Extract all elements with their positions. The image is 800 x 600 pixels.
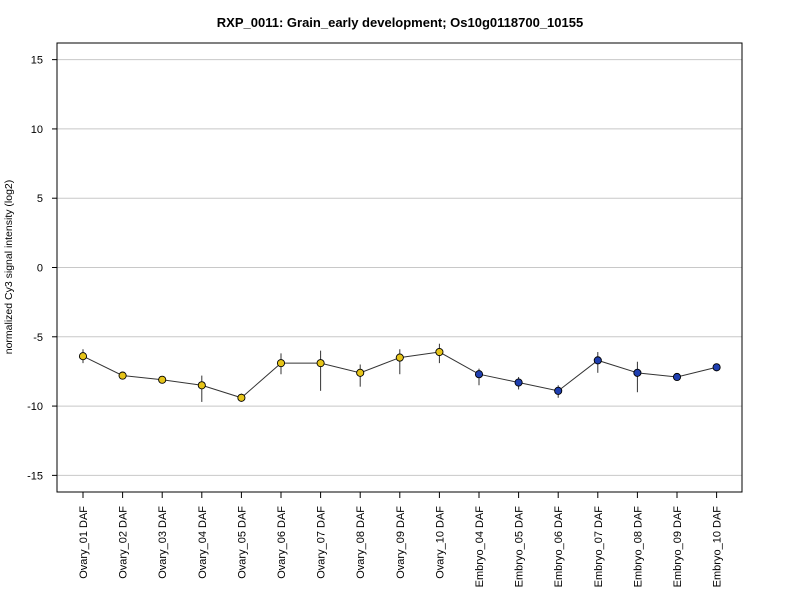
data-point [276, 359, 286, 368]
x-tick-label: Embryo_06 DAF [553, 506, 565, 588]
y-axis: 15 10 5 0 -5 -10 -15 [27, 55, 57, 482]
data-point [78, 352, 88, 361]
x-tick-label: Ovary_03 DAF [157, 506, 169, 579]
x-tick-label: Ovary_07 DAF [316, 506, 328, 579]
x-tick-label: Embryo_10 DAF [712, 506, 724, 588]
grid-lines [57, 59, 742, 476]
y-tick-label: -5 [33, 332, 43, 344]
data-point [514, 378, 523, 387]
data-point [593, 356, 602, 365]
data-point [118, 371, 127, 380]
chart-title: RXP_0011: Grain_early development; Os10g… [217, 15, 583, 30]
data-point [316, 359, 325, 368]
x-tick-label: Embryo_07 DAF [593, 506, 605, 588]
y-tick-label: -10 [27, 401, 43, 413]
x-tick-label: Ovary_09 DAF [395, 506, 407, 579]
y-axis-label: normalized Cy3 signal intensity (log2) [3, 180, 15, 355]
data-point [633, 368, 642, 377]
data-point [554, 386, 563, 395]
y-tick-label: 0 [37, 263, 43, 275]
x-tick-label: Ovary_08 DAF [355, 506, 367, 579]
data-point [356, 368, 365, 377]
x-tick-label: Embryo_08 DAF [632, 506, 644, 588]
x-axis: Ovary_01 DAF Ovary_02 DAF Ovary_03 DAF Ovar… [78, 492, 724, 587]
x-tick-label: Ovary_01 DAF [78, 506, 90, 579]
data-point [237, 393, 246, 402]
y-tick-label: 5 [37, 193, 43, 205]
data-point [158, 375, 167, 384]
y-tick-label: 10 [31, 124, 43, 136]
x-tick-label: Ovary_02 DAF [118, 506, 130, 579]
data-point [672, 372, 682, 382]
x-tick-label: Ovary_10 DAF [434, 506, 446, 579]
data-point [712, 363, 721, 372]
x-tick-label: Embryo_04 DAF [474, 506, 486, 588]
x-tick-label: Ovary_06 DAF [276, 506, 288, 579]
data-points [78, 347, 721, 402]
y-tick-label: -15 [27, 470, 43, 482]
error-bars [82, 343, 718, 402]
data-point [474, 370, 484, 379]
x-tick-label: Ovary_04 DAF [197, 506, 209, 579]
x-tick-label: Embryo_09 DAF [672, 506, 684, 588]
data-point [435, 347, 444, 357]
data-point [197, 381, 206, 390]
x-tick-label: Ovary_05 DAF [236, 506, 248, 579]
x-tick-label: Embryo_05 DAF [514, 506, 526, 588]
y-tick-label: 15 [31, 55, 43, 67]
data-point [395, 353, 404, 362]
